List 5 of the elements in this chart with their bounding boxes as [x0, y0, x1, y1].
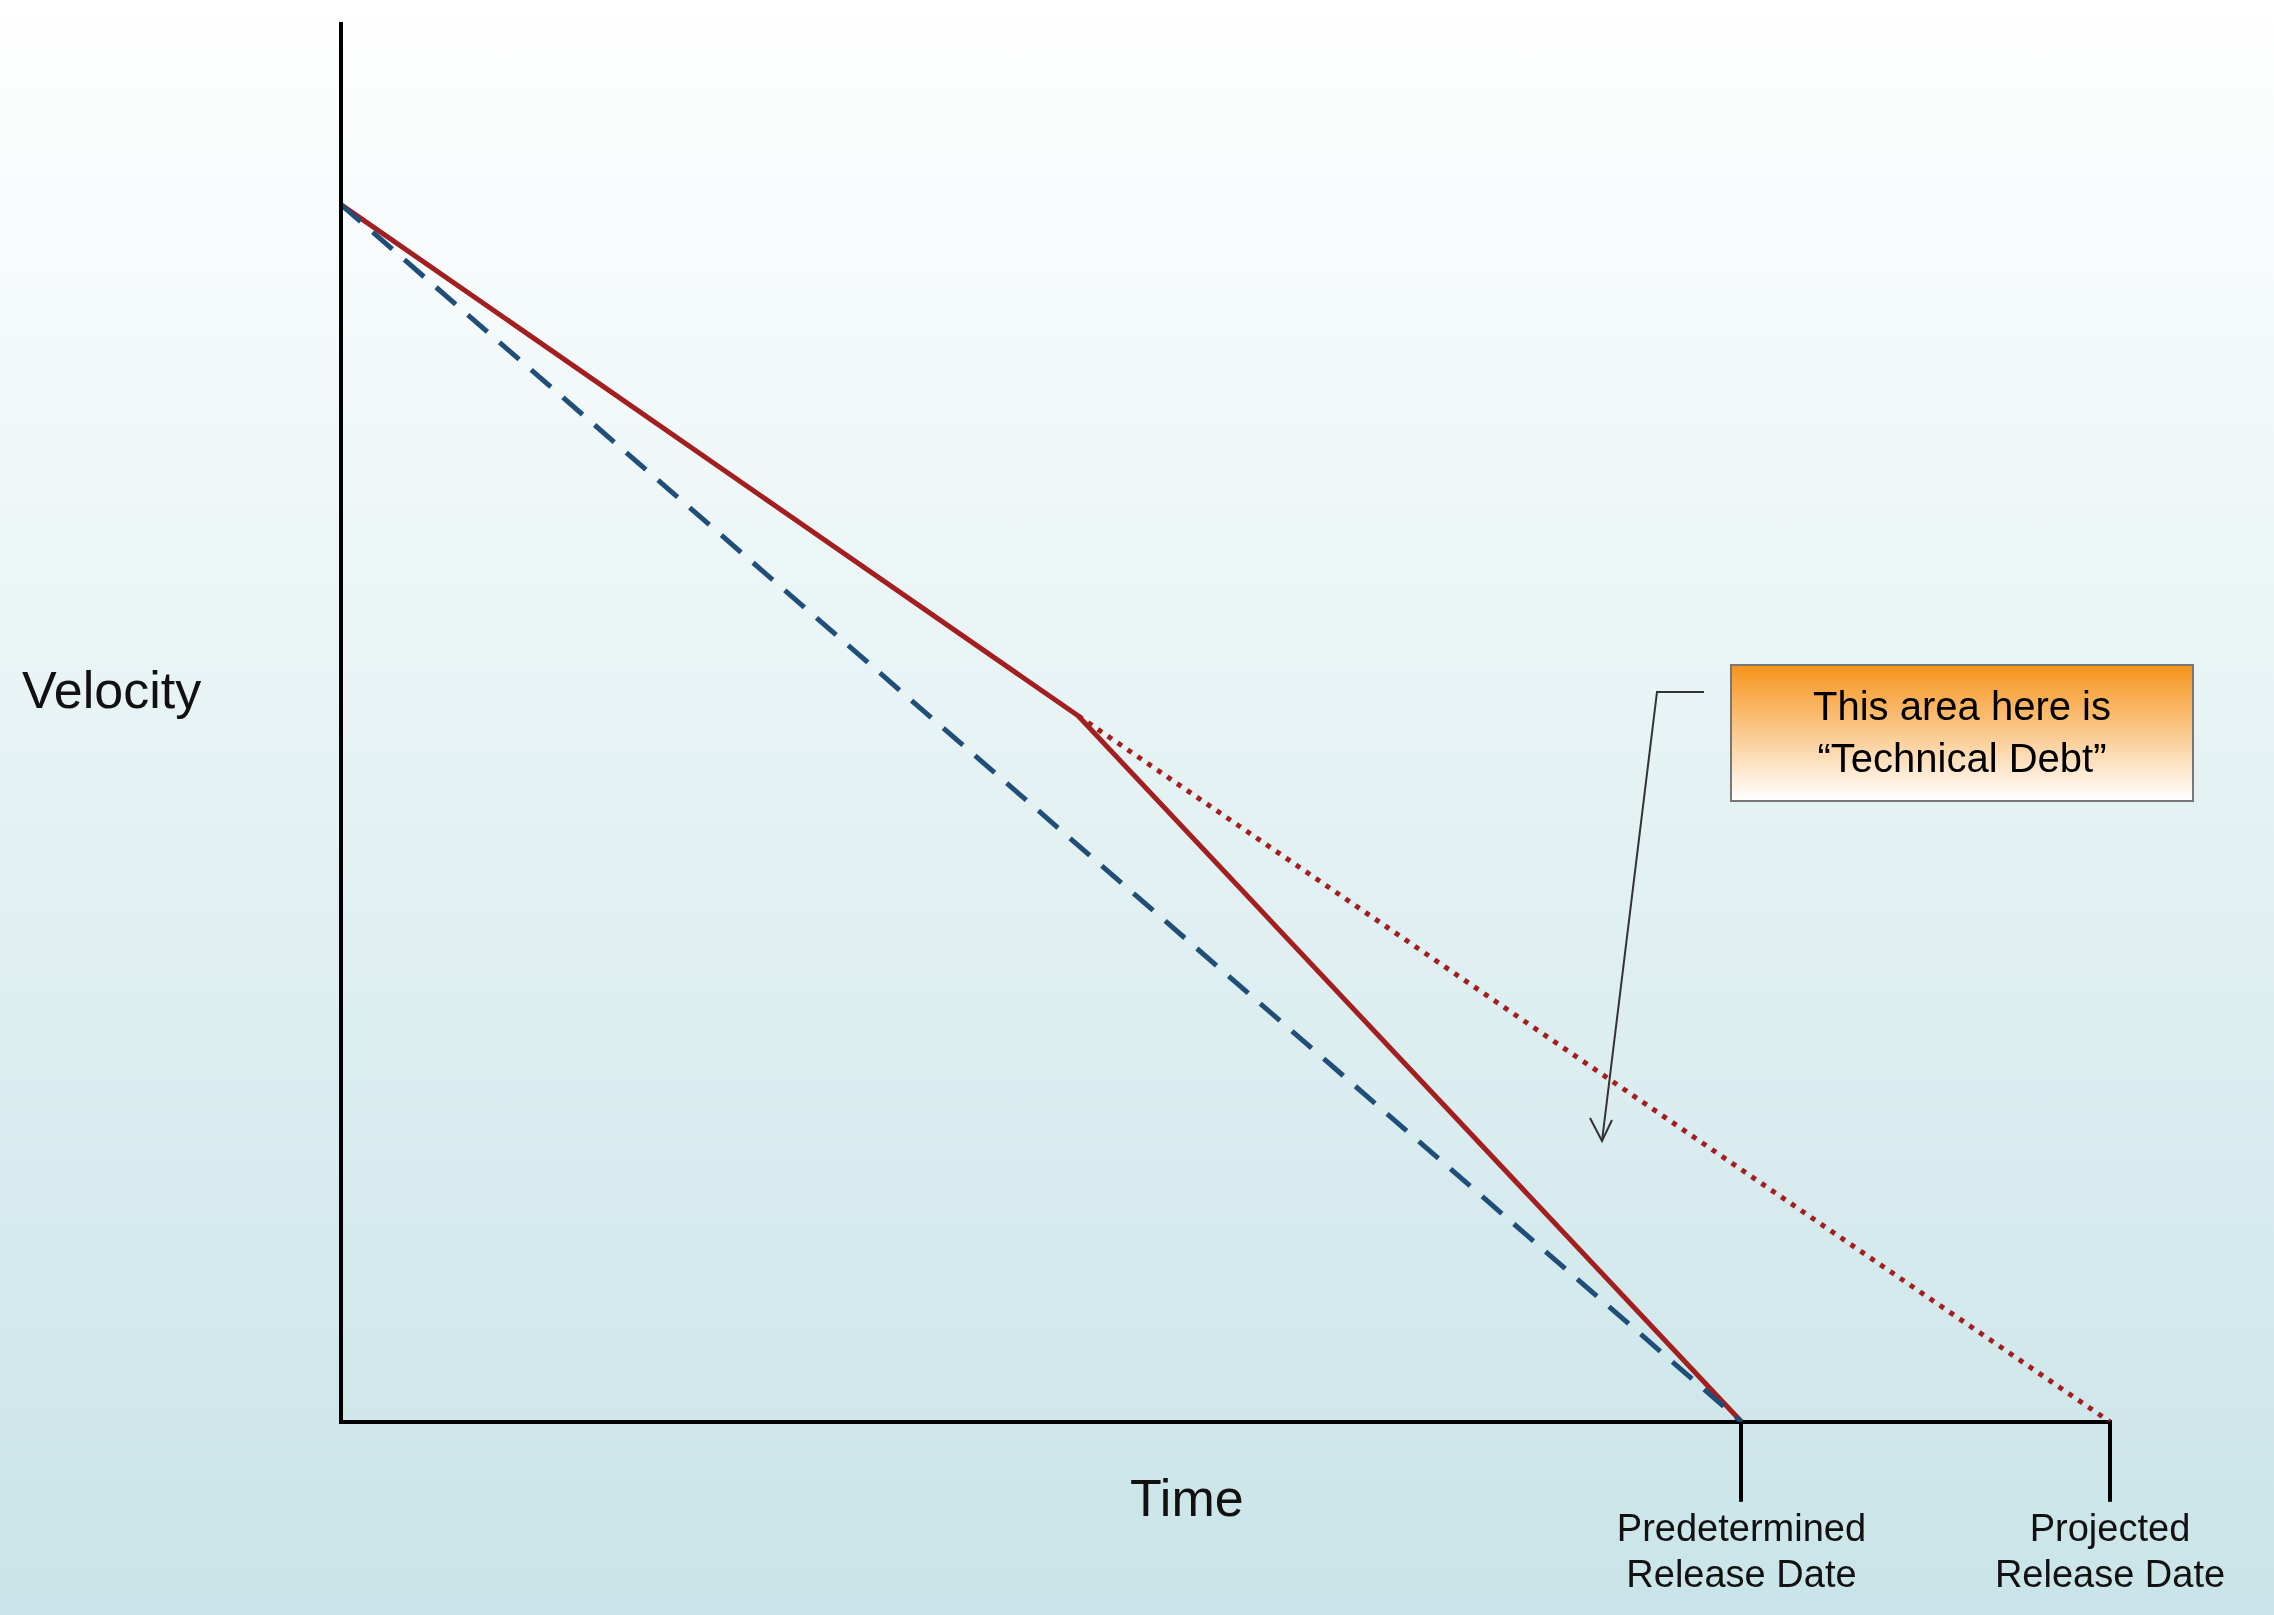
annotation: This area here is “Technical Debt”	[1812, 683, 2112, 782]
x-tick-label: Projected Release Date	[1994, 1507, 2226, 1595]
x-axis-title: Time	[1130, 1468, 1244, 1528]
y-axis-title: Velocity	[22, 660, 202, 720]
x-tick-label: Predetermined Release Date	[1616, 1507, 1867, 1595]
